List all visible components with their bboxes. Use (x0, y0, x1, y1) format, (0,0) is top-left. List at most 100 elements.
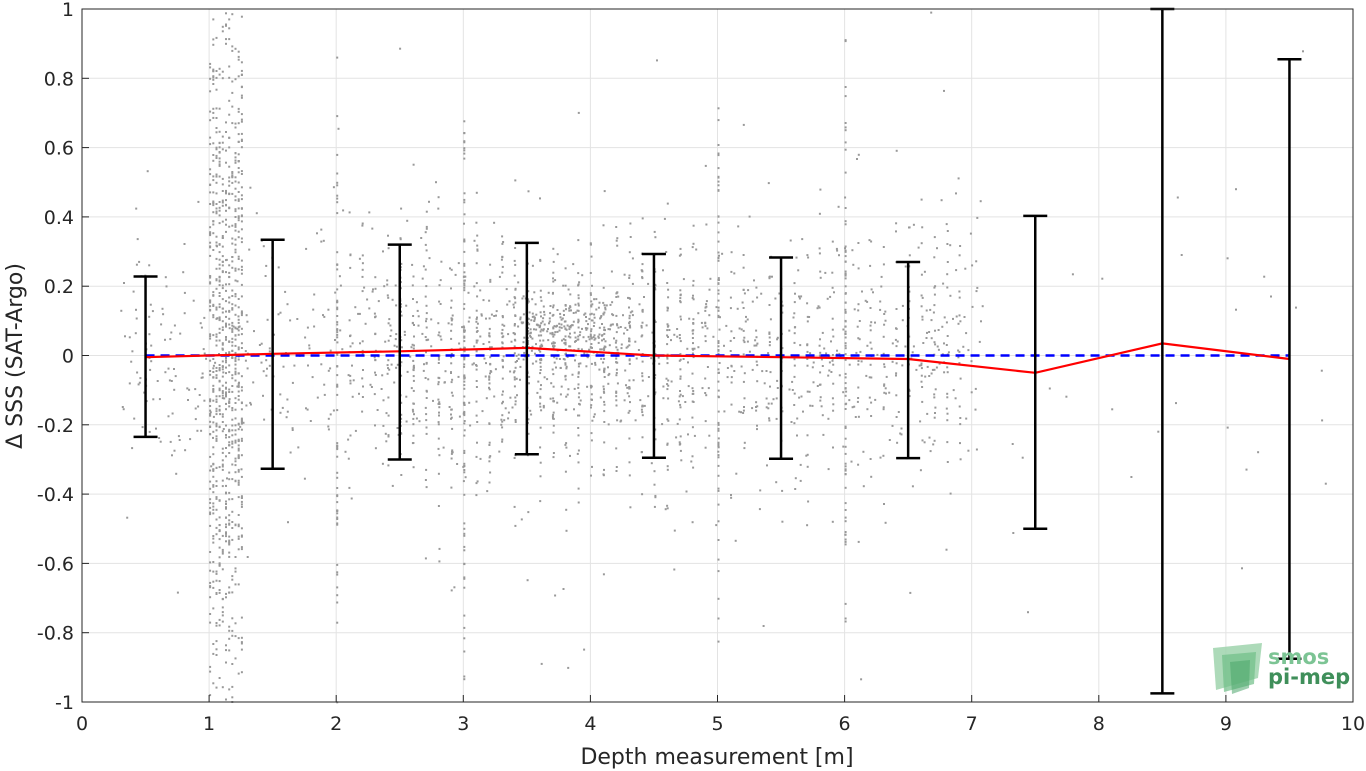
scatter-point (221, 534, 224, 537)
scatter-point (676, 335, 679, 338)
scatter-point (336, 563, 339, 566)
scatter-point (336, 448, 339, 451)
scatter-point (560, 385, 563, 388)
scatter-point (339, 329, 342, 332)
scatter-point (844, 272, 847, 275)
scatter-point (666, 357, 669, 360)
scatter-point (387, 464, 390, 467)
scatter-point (212, 175, 215, 178)
scatter-point (666, 334, 669, 337)
scatter-point (209, 585, 212, 588)
scatter-point (667, 336, 669, 338)
scatter-point (539, 369, 542, 371)
scatter-point (234, 126, 237, 129)
scatter-point (883, 313, 886, 315)
scatter-point (514, 400, 517, 403)
scatter-point (463, 375, 466, 378)
scatter-point (231, 289, 234, 292)
scatter-point (679, 403, 682, 406)
scatter-point (209, 282, 212, 285)
scatter-point (691, 426, 694, 429)
scatter-point (234, 356, 237, 359)
scatter-point (234, 471, 237, 474)
scatter-point (234, 417, 237, 420)
scatter-point (246, 320, 249, 323)
scatter-point (664, 508, 667, 511)
error-bar (387, 243, 412, 461)
scatter-point (279, 393, 282, 396)
scatter-point (215, 306, 218, 309)
scatter-point (225, 649, 227, 652)
scatter-point (519, 365, 522, 368)
scatter-point (173, 368, 175, 370)
scatter-point (592, 415, 595, 418)
scatter-point (336, 523, 339, 526)
scatter-point (946, 273, 949, 276)
scatter-point (565, 367, 568, 370)
scatter-point (234, 570, 237, 573)
scatter-point (793, 332, 796, 335)
scatter-point (742, 123, 745, 126)
scatter-point (555, 357, 558, 360)
scatter-point (574, 303, 577, 306)
scatter-point (743, 372, 746, 375)
scatter-point (221, 421, 224, 423)
scatter-point (603, 410, 606, 413)
y-axis-title: Δ SSS (SAT-Argo) (3, 263, 28, 449)
scatter-point (386, 294, 389, 297)
scatter-point (611, 301, 614, 304)
scatter-point (514, 247, 517, 249)
scatter-point (228, 113, 231, 116)
scatter-point (240, 418, 243, 421)
scatter-point (628, 362, 631, 365)
scatter-point (218, 258, 221, 261)
scatter-point (384, 340, 387, 343)
scatter-point (882, 408, 885, 411)
scatter-point (240, 497, 243, 499)
scatter-point (921, 400, 924, 403)
scatter-point (221, 264, 224, 267)
scatter-point (212, 316, 215, 319)
scatter-point (603, 403, 606, 406)
scatter-point (641, 217, 644, 220)
scatter-point (218, 389, 221, 392)
scatter-point (653, 483, 656, 486)
scatter-point (595, 298, 598, 301)
scatter-point (577, 371, 580, 374)
scatter-point (704, 325, 707, 328)
scatter-point (844, 129, 847, 132)
scatter-point (725, 324, 728, 327)
scatter-point (705, 223, 708, 226)
scatter-point (588, 317, 591, 320)
scatter-point (234, 122, 237, 125)
scatter-point (411, 322, 414, 325)
scatter-point (771, 275, 773, 278)
scatter-point (734, 539, 737, 542)
scatter-point (374, 371, 376, 374)
scatter-point (209, 569, 212, 572)
scatter-point (231, 350, 234, 352)
scatter-point (640, 253, 643, 255)
scatter-point (237, 321, 240, 324)
scatter-point (215, 192, 218, 195)
scatter-point (793, 301, 796, 304)
scatter-point (577, 294, 580, 297)
scatter-point (866, 300, 869, 303)
scatter-point (212, 314, 215, 317)
scatter-point (237, 50, 240, 53)
scatter-point (440, 338, 443, 341)
scatter-point (921, 296, 924, 299)
scatter-point (945, 344, 948, 346)
scatter-point (600, 315, 603, 317)
scatter-point (200, 326, 203, 329)
scatter-point (246, 556, 249, 558)
scatter-point (225, 424, 227, 427)
scatter-point (830, 371, 833, 373)
scatter-point (577, 272, 580, 275)
scatter-point (463, 549, 466, 552)
scatter-point (590, 406, 592, 409)
scatter-point (212, 463, 215, 466)
scatter-point (453, 586, 456, 589)
scatter-point (514, 314, 517, 317)
scatter-point (215, 485, 218, 487)
